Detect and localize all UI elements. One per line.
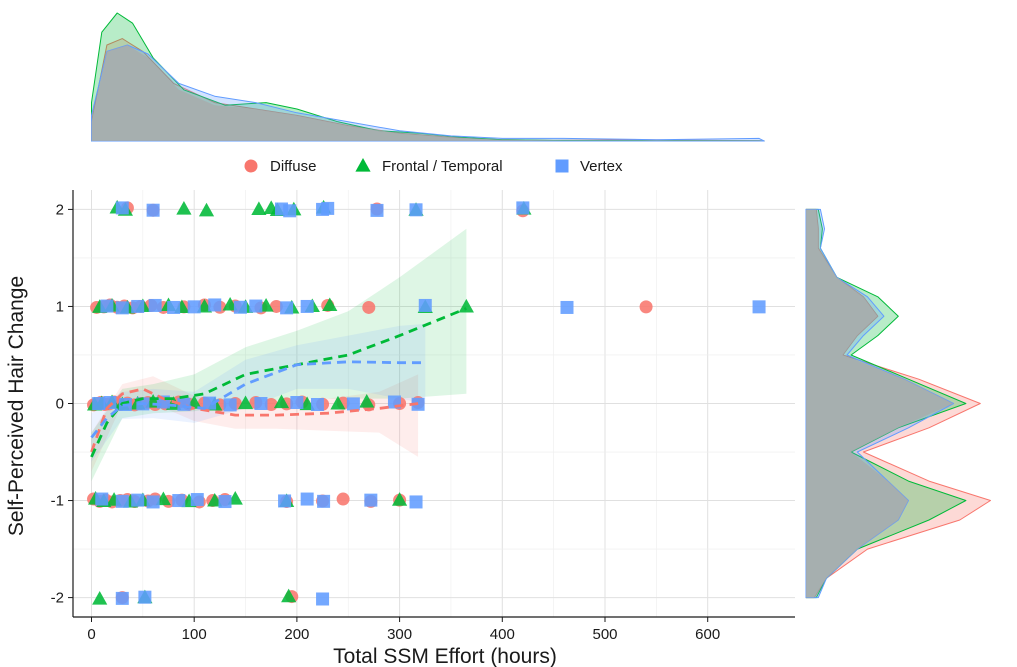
top-marginal-density — [91, 12, 765, 142]
data-point — [322, 297, 338, 312]
axes: 0 100 200 300 400 500 600 -2 -1 0 1 2 — [51, 190, 795, 643]
scatter-points — [86, 199, 766, 606]
data-point — [103, 396, 117, 409]
x-tick-label: 400 — [490, 626, 515, 643]
data-point — [364, 493, 378, 507]
data-point — [278, 494, 292, 508]
legend-label: Frontal / Temporal — [382, 158, 503, 175]
data-point — [138, 590, 152, 604]
data-point — [176, 201, 192, 215]
legend-label: Vertex — [580, 158, 623, 175]
data-point — [172, 494, 186, 508]
confidence-band — [91, 323, 426, 462]
data-point — [370, 203, 384, 217]
data-point — [148, 298, 162, 312]
top-density-overlap — [91, 45, 765, 141]
x-tick-label: 300 — [387, 626, 412, 643]
right-marginal-density — [805, 208, 991, 599]
y-axis-title: Self-Perceived Hair Change — [5, 276, 28, 536]
data-point — [187, 300, 201, 314]
data-point — [283, 204, 297, 218]
data-point — [167, 300, 181, 314]
data-point — [237, 395, 254, 410]
data-point — [190, 493, 204, 507]
data-point — [115, 301, 129, 315]
data-point — [317, 494, 331, 508]
x-tick-label: 100 — [182, 626, 207, 643]
data-point — [251, 201, 267, 216]
x-tick-label: 600 — [695, 626, 720, 643]
data-point — [198, 202, 215, 217]
data-point — [249, 299, 263, 313]
x-tick-label: 500 — [592, 626, 617, 643]
data-point — [115, 494, 129, 508]
x-tick-label: 200 — [284, 626, 309, 643]
legend-label: Diffuse — [270, 158, 316, 175]
data-point — [290, 396, 304, 409]
y-tick-label: 0 — [56, 396, 64, 413]
data-point — [269, 299, 283, 313]
data-point — [100, 299, 114, 313]
data-point — [458, 298, 474, 313]
data-point — [391, 492, 408, 506]
data-point — [336, 492, 350, 506]
data-point — [321, 201, 335, 215]
data-point — [418, 298, 432, 312]
data-point — [208, 298, 222, 312]
y-tick-label: -2 — [51, 590, 64, 607]
data-point — [115, 591, 129, 605]
confidence-band — [91, 228, 467, 482]
data-point — [316, 592, 330, 606]
data-point — [752, 300, 766, 314]
data-point — [639, 300, 653, 314]
data-point — [273, 394, 290, 409]
data-point — [223, 398, 237, 412]
data-point — [92, 590, 108, 605]
right-density-overlap — [806, 209, 954, 598]
data-point — [92, 397, 106, 410]
data-point — [218, 495, 232, 509]
data-point — [300, 299, 314, 313]
data-point — [203, 396, 217, 410]
x-tick-label: 0 — [87, 626, 95, 643]
data-point — [409, 203, 423, 217]
data-point — [310, 398, 324, 411]
data-point — [516, 201, 530, 215]
y-tick-label: 2 — [56, 201, 64, 218]
data-point — [362, 300, 376, 314]
data-point — [146, 203, 160, 217]
y-tick-label: -1 — [51, 493, 64, 510]
data-point — [233, 300, 247, 314]
data-point — [254, 397, 268, 410]
data-point — [115, 201, 129, 215]
data-point — [560, 300, 574, 314]
data-point — [359, 394, 375, 408]
data-point — [330, 395, 346, 410]
data-point — [280, 301, 294, 315]
data-point — [300, 492, 314, 506]
y-tick-label: 1 — [56, 298, 64, 315]
x-axis-title: Total SSM Effort (hours) — [333, 645, 557, 667]
data-point — [409, 495, 423, 509]
data-point — [281, 588, 297, 603]
legend-key-square — [555, 159, 569, 173]
data-point — [346, 397, 360, 411]
data-point — [131, 299, 145, 313]
smooth-line — [90, 360, 426, 439]
legend-key-circle — [244, 159, 258, 173]
data-point — [95, 492, 109, 506]
smooth-lines — [90, 307, 467, 458]
data-point — [131, 493, 145, 507]
data-point — [146, 495, 160, 509]
legend: Diffuse Frontal / Temporal Vertex — [244, 158, 623, 175]
legend-key-triangle — [355, 158, 371, 172]
smooth-line — [90, 387, 419, 453]
